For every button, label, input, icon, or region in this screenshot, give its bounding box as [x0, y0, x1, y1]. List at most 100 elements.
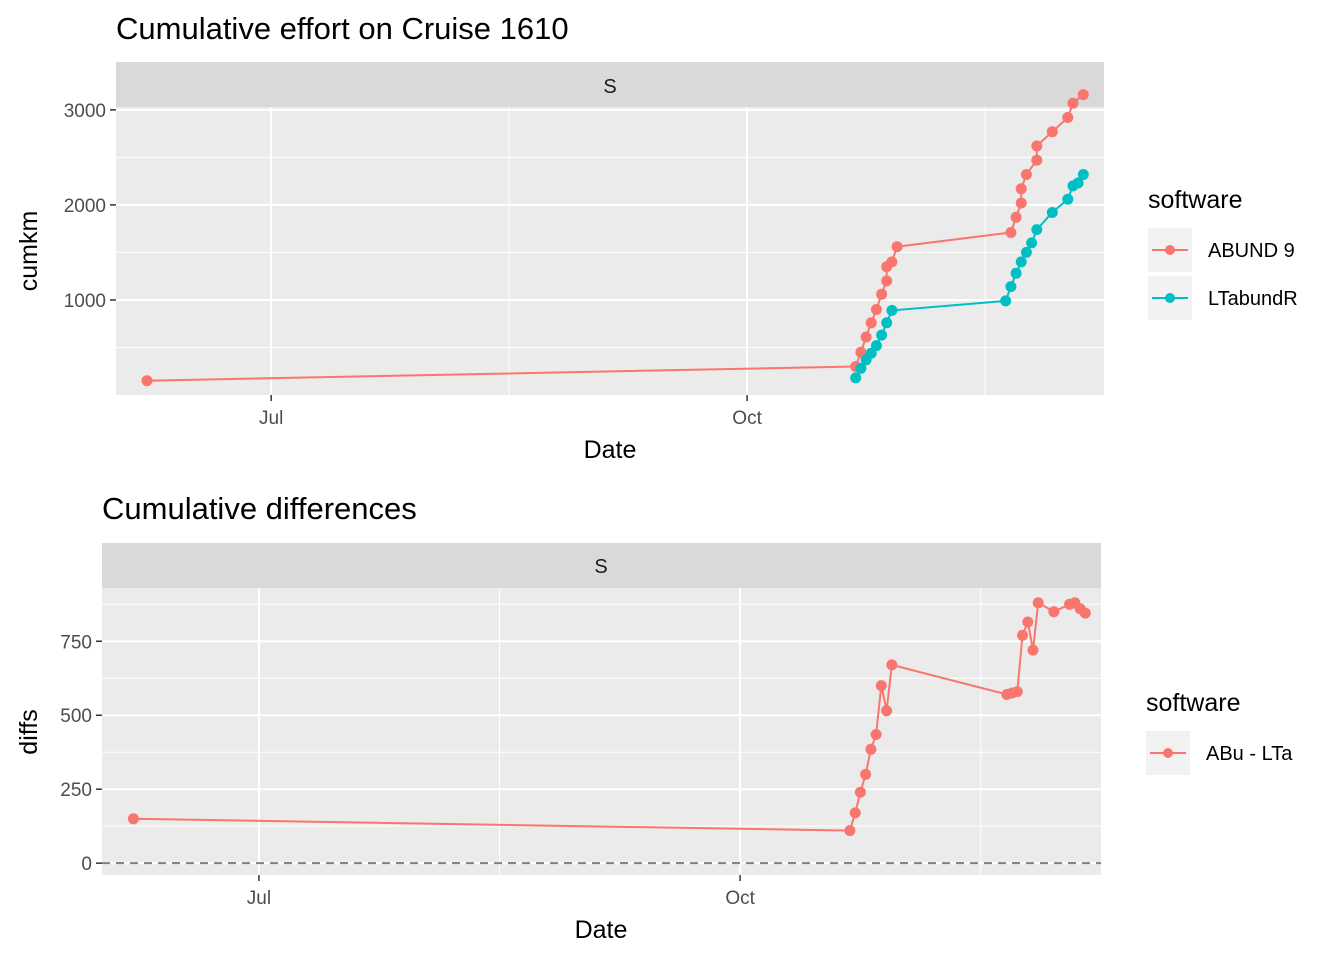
chart-1-facet-strip: [116, 62, 1104, 107]
chart-2-title: Cumulative differences: [102, 491, 417, 526]
chart-1-y-axis: 1000 2000 3000: [64, 101, 116, 312]
chart-1-legend-key-point-2: [1165, 293, 1175, 303]
chart-1-series-1-point: [1015, 183, 1027, 195]
chart-1-series-1: [141, 89, 1089, 387]
chart-1-series-1-point: [876, 288, 888, 300]
chart-2-x-tick-label: Oct: [725, 888, 755, 909]
chart-1-series-1-point: [1010, 211, 1022, 223]
chart-2-series-1-point: [860, 768, 872, 780]
chart-2-series-1-point: [1048, 606, 1060, 618]
chart-2-facet-strip: [102, 543, 1101, 588]
chart-2-series-1-point: [875, 680, 887, 692]
chart-2-series-1-point: [1032, 597, 1044, 609]
chart-2: Cumulative differences S 0 250 500 750 Jul O…: [15, 491, 1293, 944]
chart-1-series-1-point: [1067, 97, 1079, 109]
chart-1-series-2-point: [1020, 246, 1032, 258]
chart-2-x-axis: Jul Oct: [247, 875, 756, 909]
chart-1-series-1-point: [141, 375, 153, 387]
chart-2-series-1-point: [849, 807, 861, 819]
chart-1-series-2-point: [886, 304, 898, 316]
chart-1-legend-title: software: [1148, 186, 1242, 214]
chart-2-series-1-point: [1022, 616, 1034, 628]
chart-1-series-1-point: [1062, 112, 1074, 123]
chart-1-series-1-point: [1020, 169, 1032, 180]
chart-1-series-1-point: [860, 331, 872, 343]
chart-2-series-1-point: [886, 659, 898, 671]
chart-1-x-tick-label: Jul: [259, 408, 283, 429]
chart-2-series-1-point: [881, 705, 893, 717]
chart-2-legend: software ABu - LTa: [1146, 689, 1293, 775]
chart-1-series-2-point: [1062, 193, 1074, 205]
chart-1-series-2-point: [1010, 267, 1022, 279]
chart-2-gridlines: [102, 588, 1101, 875]
chart-1-series-1-point: [881, 275, 893, 287]
chart-1-y-tick-label: 1000: [64, 291, 106, 312]
chart-1-series-2-point: [850, 372, 862, 384]
chart-1-series-2-point: [855, 362, 867, 374]
chart-1-x-axis-title: Date: [584, 436, 637, 464]
chart-1-series-2-point: [1000, 295, 1012, 307]
chart-1-series-2-point: [1026, 237, 1038, 249]
chart-2-series-1-point: [865, 743, 877, 755]
chart-1: Cumulative effort on Cruise 1610 S 1000 2…: [15, 11, 1298, 464]
chart-1-series-1-point: [1031, 140, 1043, 152]
chart-2-legend-key-point-1: [1163, 748, 1173, 758]
chart-1-series-2-point: [1015, 256, 1027, 268]
chart-1-series-1-point: [1015, 197, 1027, 209]
chart-2-series-1-point: [870, 729, 882, 740]
chart-2-facet-label: S: [594, 556, 607, 578]
chart-1-series-1-point: [1005, 227, 1017, 238]
chart-1-legend-label-1: ABUND 9: [1208, 240, 1295, 262]
chart-1-series-1-point: [886, 256, 898, 268]
chart-1-facet-label: S: [603, 76, 616, 98]
chart-1-series-2: [850, 169, 1089, 384]
chart-2-y-tick-label: 0: [81, 854, 92, 875]
chart-1-y-tick-label: 2000: [64, 196, 106, 217]
chart-1-series-1-point: [1046, 126, 1058, 138]
chart-1-series-2-point: [876, 329, 888, 341]
chart-2-x-tick-label: Jul: [247, 888, 271, 909]
chart-2-series-1-point: [854, 786, 866, 798]
chart-2-series-1-point: [127, 813, 139, 825]
chart-1-series-1-point: [865, 317, 877, 329]
chart-2-series-1: [127, 597, 1091, 837]
chart-2-y-tick-label: 500: [60, 706, 92, 727]
chart-1-series-2-point: [1077, 169, 1089, 180]
chart-1-series-1-point: [1077, 89, 1089, 101]
chart-1-series-2-point: [1072, 177, 1084, 189]
chart-1-legend-label-2: LTabundR: [1208, 288, 1298, 310]
chart-2-y-axis-title: diffs: [15, 709, 43, 754]
chart-1-y-axis-title: cumkm: [15, 211, 43, 292]
chart-2-legend-label-1: ABu - LTa: [1206, 743, 1293, 765]
chart-1-series-2-point: [1031, 224, 1043, 236]
chart-1-series: [141, 89, 1089, 387]
chart-2-series-1-point: [1017, 629, 1028, 641]
chart-2-y-tick-label: 750: [60, 632, 92, 653]
chart-1-x-tick-label: Oct: [732, 408, 762, 429]
chart-1-series-2-point: [881, 317, 893, 329]
chart-2-x-axis-title: Date: [575, 916, 628, 944]
chart-2-plot-area: [102, 588, 1101, 875]
chart-1-gridlines: [116, 107, 1104, 395]
chart-1-series-2-point: [1046, 207, 1058, 218]
chart-2-y-tick-label: 250: [60, 780, 92, 801]
chart-2-series: [127, 597, 1091, 837]
chart-1-series-1-point: [891, 241, 903, 253]
chart-2-series-1-point: [1079, 607, 1091, 619]
chart-1-series-1-point: [870, 304, 882, 315]
chart-1-series-1-point: [1031, 154, 1043, 166]
chart-1-x-axis: Jul Oct: [259, 395, 763, 429]
chart-1-title: Cumulative effort on Cruise 1610: [116, 11, 569, 46]
chart-1-legend: software ABUND 9 LTabundR: [1148, 186, 1298, 320]
chart-1-legend-key-point-1: [1165, 245, 1175, 255]
chart-2-series-1-point: [1011, 686, 1023, 698]
chart-2-y-axis: 0 250 500 750: [60, 632, 102, 875]
chart-1-y-tick-label: 3000: [64, 101, 106, 122]
chart-1-series-2-point: [1005, 281, 1017, 293]
chart-2-series-1-point: [844, 825, 856, 837]
chart-1-series-2-point: [870, 340, 882, 352]
chart-1-series-1-line: [146, 93, 1084, 382]
chart-1-plot-area: [116, 107, 1104, 395]
chart-2-series-1-point: [1027, 644, 1039, 656]
